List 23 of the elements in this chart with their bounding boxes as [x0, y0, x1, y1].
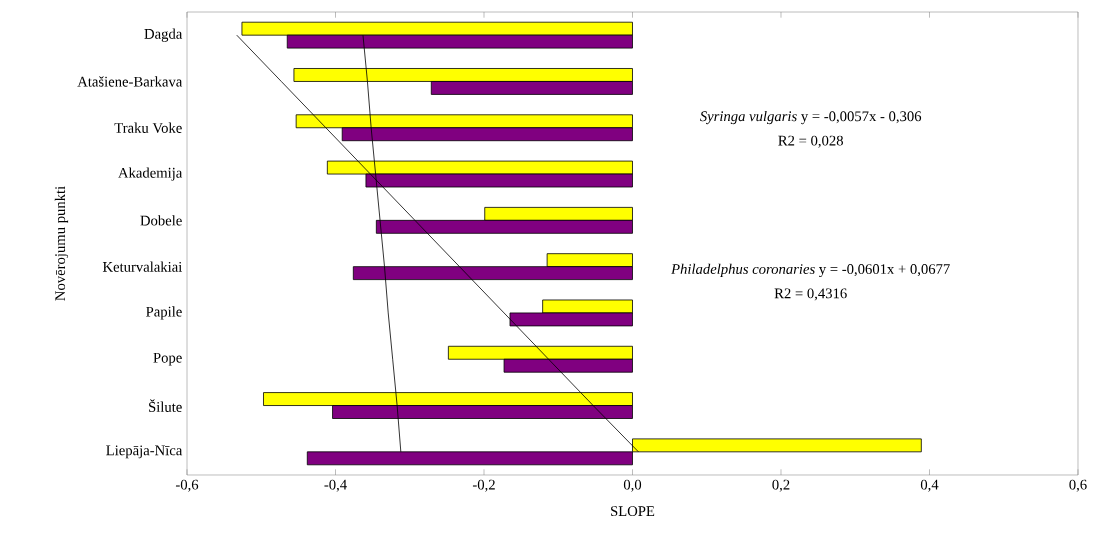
y-axis-title: Novērojumu punkti	[54, 186, 69, 301]
x-axis-title: SLOPE	[611, 506, 655, 517]
y-tick-label: Dagda	[144, 28, 183, 42]
y-tick-label: Traku Voke	[114, 122, 182, 133]
x-tick-label: -0,6	[175, 479, 199, 492]
annotation: R2 = 0,028	[778, 135, 843, 148]
x-tick-label: 0,0	[623, 479, 642, 492]
y-tick-label: Liepāja-Nīca	[106, 445, 183, 459]
x-tick-label: 0,6	[1069, 479, 1087, 492]
y-tick-label: Pope	[153, 352, 182, 366]
x-tick-label: 0,2	[772, 479, 790, 492]
y-tick-label: Atašiene-Barkava	[77, 76, 183, 87]
x-tick-label: -0,4	[324, 479, 347, 492]
y-tick-label: Papile	[146, 306, 182, 320]
annotation: Philadelphus coronaries y = -0,0601x + 0,0677	[671, 263, 950, 278]
x-tick-label: 0,4	[920, 479, 939, 492]
y-tick-label: Šilute	[149, 399, 182, 412]
y-tick-label: Keturvalakiai	[102, 261, 183, 272]
x-tick-label: -0,2	[472, 479, 495, 492]
y-tick-label: Dobele	[140, 215, 182, 226]
annotation: Syringa vulgaris y = -0,0057x - 0,306	[699, 110, 922, 125]
annotation: R2 = 0,4316	[774, 288, 847, 301]
y-tick-label: Akademija	[118, 167, 183, 181]
